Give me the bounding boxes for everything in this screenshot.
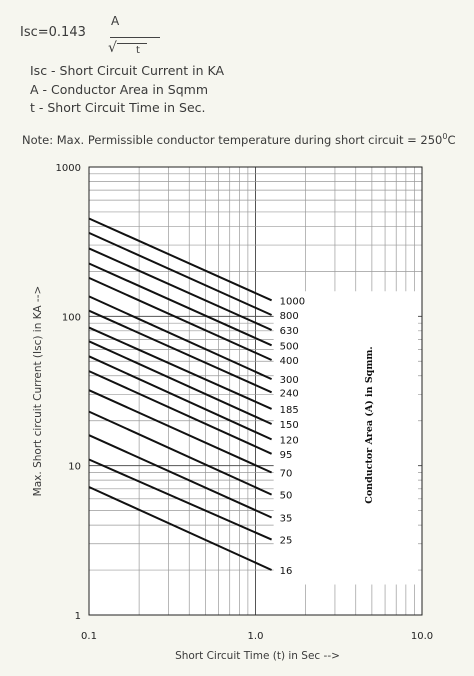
series-line-150 [88,340,273,425]
series-line-1000 [88,217,273,302]
fraction-bar [110,37,160,38]
variable-legend: Isc - Short Circuit Current in KA A - Co… [30,62,224,118]
x-axis-label: Short Circuit Time (t) in Sec --> [175,650,340,662]
y-tick-label: 1000 [56,163,81,174]
series-label-1000: 1000 [280,296,305,307]
series-label-35: 35 [280,513,293,524]
note-text: Note: Max. Permissible conductor tempera… [22,132,443,147]
x-tick-label: 0.1 [81,631,97,642]
series-line-185 [88,326,273,410]
series-line-70 [88,389,273,474]
series-label-25: 25 [280,536,293,547]
formula: Isc=0.143 A √ t [20,12,160,58]
series-line-300 [88,295,273,381]
y-tick-label: 10 [68,462,81,473]
legend-time: t - Short Circuit Time in Sec. [30,100,206,115]
series-line-630 [88,247,273,331]
note-unit: C [447,132,456,147]
y-tick-label: 1 [75,611,81,622]
series-label-16: 16 [280,566,293,577]
series-label-95: 95 [280,450,293,461]
series-line-16 [88,486,273,571]
root-symbol: √ [108,40,117,56]
legend-isc: Isc - Short Circuit Current in KA [30,63,225,78]
series-line-240 [88,309,273,394]
series-label-800: 800 [280,311,299,322]
formula-numerator: A [111,14,120,28]
formula-denominator: t [136,45,140,56]
temperature-note: Note: Max. Permissible conductor tempera… [22,132,456,147]
note-degree: 0 [442,132,448,141]
series-label-185: 185 [280,405,299,416]
legend-area: A - Conductor Area in Sqmm [30,81,209,97]
x-tick-label: 1.0 [248,631,264,642]
series-line-500 [88,262,273,347]
y-tick-label: 100 [62,312,81,323]
chart-series-lines [88,217,273,571]
series-line-25 [88,458,273,541]
chart-grid [88,167,422,616]
series-label-500: 500 [280,341,299,352]
series-label-150: 150 [280,420,299,431]
y-axis-label: Max. Short circuit Current (Isc) in KA -… [32,286,44,497]
series-label-300: 300 [280,375,299,386]
x-tick-label: 10.0 [411,631,433,642]
series-line-800 [88,231,273,316]
series-label-240: 240 [280,388,299,399]
series-line-50 [88,410,273,496]
conductor-area-label: Conductor Area (A) in Sqmm. [364,346,375,503]
label-band [273,291,418,585]
series-line-95 [88,370,273,455]
chart-series-labels: 1000 800 630 500 400 300 240 185 150 120 95 70 50 35 2… [280,296,305,577]
root-overline [117,43,147,44]
series-label-630: 630 [280,326,299,337]
series-label-50: 50 [280,491,293,502]
series-label-70: 70 [280,468,293,479]
series-label-400: 400 [280,356,299,367]
plot-frame [88,166,423,616]
series-line-35 [88,434,273,519]
series-line-120 [88,355,273,441]
formula-lhs: Isc=0.143 [20,25,86,40]
series-line-400 [88,276,273,361]
series-label-120: 120 [280,435,299,446]
chart-tick-labels: 0.1 1.0 10.0 1 10 100 1000 [56,163,434,642]
